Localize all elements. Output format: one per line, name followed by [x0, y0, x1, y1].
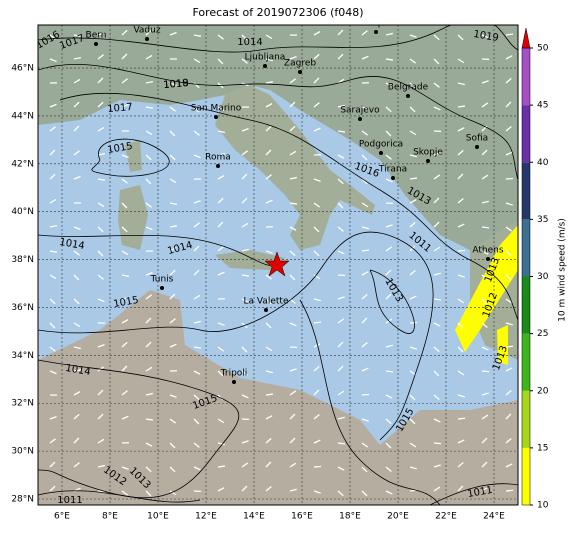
wind-barb	[506, 490, 513, 491]
isobar-label: 1018	[163, 78, 189, 91]
city-dot	[145, 37, 149, 41]
wind-barb	[434, 443, 441, 444]
city-label: Tirana	[378, 165, 407, 175]
lon-label: 10°E	[147, 512, 169, 522]
lon-label: 24°E	[483, 512, 505, 522]
colorbar-segment	[522, 162, 530, 219]
city-label: Tripoli	[220, 369, 248, 379]
city-dot	[426, 159, 430, 163]
wind-barb	[506, 178, 513, 179]
city-label: Vaduz	[133, 26, 160, 36]
lat-label: 32°N	[11, 399, 34, 409]
city-label: Skopje	[413, 148, 443, 158]
city-label: Tunis	[150, 275, 174, 285]
city-label: Sofia	[466, 134, 488, 144]
city-label: San Marino	[191, 104, 242, 114]
lon-label: 6°E	[54, 512, 70, 522]
lat-label: 34°N	[11, 351, 34, 361]
lat-label: 30°N	[11, 447, 34, 457]
city-dot	[358, 117, 362, 121]
city-label: Ljubljana	[245, 53, 286, 63]
city-label: Athens	[472, 246, 503, 256]
wind-barb	[482, 227, 489, 228]
colorbar-tick-label: 50	[537, 44, 549, 54]
city-label: Budapest	[355, 19, 398, 29]
wind-barb	[338, 443, 345, 444]
city-label: Belgrade	[388, 83, 429, 93]
lon-label: 18°E	[339, 512, 361, 522]
lat-label: 36°N	[11, 303, 34, 313]
city-label: Sarajevo	[340, 106, 380, 116]
lon-label: 12°E	[195, 512, 217, 522]
colorbar-segment	[522, 219, 530, 276]
colorbar-tick-label: 35	[537, 215, 548, 225]
lon-label: 14°E	[243, 512, 265, 522]
colorbar-tick-label: 30	[537, 272, 549, 282]
wind-barb	[386, 371, 393, 372]
city-dot	[475, 145, 479, 149]
colorbar-segment	[522, 105, 530, 162]
lat-label: 46°N	[11, 64, 34, 74]
lat-label: 44°N	[11, 111, 34, 121]
city-dot	[160, 286, 164, 290]
wind-barb	[458, 250, 465, 251]
isobar-label: 1011	[57, 495, 82, 506]
wind-barb	[434, 299, 441, 300]
city-label: La Valette	[244, 297, 289, 307]
lat-label: 40°N	[11, 207, 34, 217]
colorbar-segment	[522, 277, 530, 334]
city-label: Podgorica	[359, 140, 403, 150]
wind-barb	[314, 466, 321, 467]
colorbar-segment	[522, 48, 530, 105]
city-dot	[391, 176, 395, 180]
lat-label: 42°N	[11, 159, 34, 169]
city-dot	[232, 380, 236, 384]
city-dot	[263, 64, 267, 68]
colorbar-tick-label: 40	[537, 158, 549, 168]
city-dot	[406, 94, 410, 98]
city-dot	[298, 70, 302, 74]
city-label: Roma	[205, 153, 231, 163]
colorbar-segment	[522, 448, 530, 505]
isobar-label: 1017	[107, 102, 133, 115]
lon-label: 20°E	[387, 512, 409, 522]
colorbar-tick-label: 15	[537, 443, 548, 453]
wind-barb	[362, 394, 369, 395]
colorbar-tick-label: 10	[537, 501, 549, 511]
city-dot	[214, 115, 218, 119]
isobar-label: 1014	[237, 37, 262, 48]
lat-label: 38°N	[11, 255, 34, 265]
wind-barb	[458, 418, 465, 419]
city-dot	[374, 30, 378, 34]
city-dot	[264, 308, 268, 312]
colorbar-extend	[522, 28, 530, 48]
wind-barb	[506, 346, 513, 347]
city-label: Bern	[86, 31, 107, 41]
colorbar-segment	[522, 334, 530, 391]
colorbar-label: 10 m wind speed (m/s)	[558, 218, 568, 322]
city-dot	[486, 257, 490, 261]
colorbar: 10 15 20 25 30 35 40 45 50 10 m wind speed (m/s)	[522, 28, 568, 511]
wind-barb	[410, 322, 417, 323]
map-title: Forecast of 2019072306 (f048)	[192, 6, 363, 19]
lat-label: 28°N	[11, 495, 34, 505]
colorbar-tick-label: 20	[537, 386, 549, 396]
wind-barb	[482, 371, 489, 372]
city-label: Zagreb	[284, 59, 316, 69]
city-dot	[94, 42, 98, 46]
colorbar-tick-label: 25	[537, 329, 548, 339]
lon-label: 22°E	[435, 512, 457, 522]
lon-label: 16°E	[291, 512, 313, 522]
lon-label: 8°E	[102, 512, 118, 522]
city-dot	[216, 164, 220, 168]
colorbar-tick-label: 45	[537, 101, 548, 111]
colorbar-segment	[522, 391, 530, 448]
city-dot	[379, 151, 383, 155]
